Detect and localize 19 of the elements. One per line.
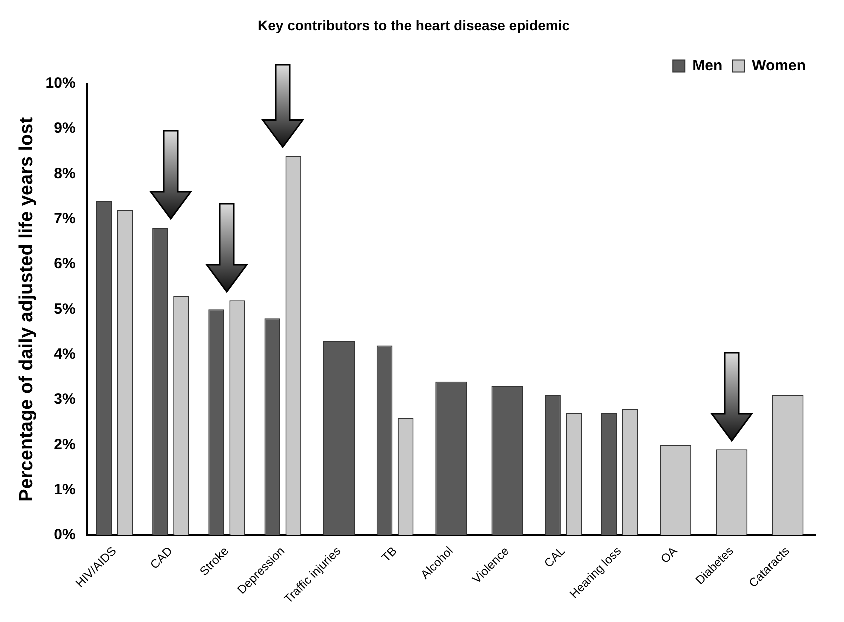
x-tick-label: CAD — [148, 544, 176, 572]
x-tick-label: CAL — [542, 544, 568, 571]
x-tick-label: TB — [379, 544, 400, 565]
y-tick-label: 0% — [54, 526, 76, 544]
legend-label: Women — [752, 57, 806, 74]
y-tick-label: 5% — [54, 300, 76, 318]
x-tick-label: OA — [658, 544, 680, 566]
y-tick-label: 7% — [54, 210, 76, 228]
y-tick-label: 6% — [54, 256, 76, 273]
y-tick-label: 10% — [46, 74, 76, 92]
y-tick-label: 8% — [54, 165, 76, 182]
y-tick-label: 1% — [54, 481, 76, 498]
y-axis-title: Percentage of daily adjusted life years lost — [16, 116, 38, 502]
y-tick-label: 3% — [54, 391, 76, 408]
chart-title: Key contributors to the heart disease epidemic — [258, 17, 570, 34]
y-tick-label: 2% — [54, 436, 76, 454]
y-tick-label: 9% — [54, 120, 76, 138]
y-tick-label: 4% — [54, 346, 76, 363]
legend-label: Men — [692, 57, 723, 74]
